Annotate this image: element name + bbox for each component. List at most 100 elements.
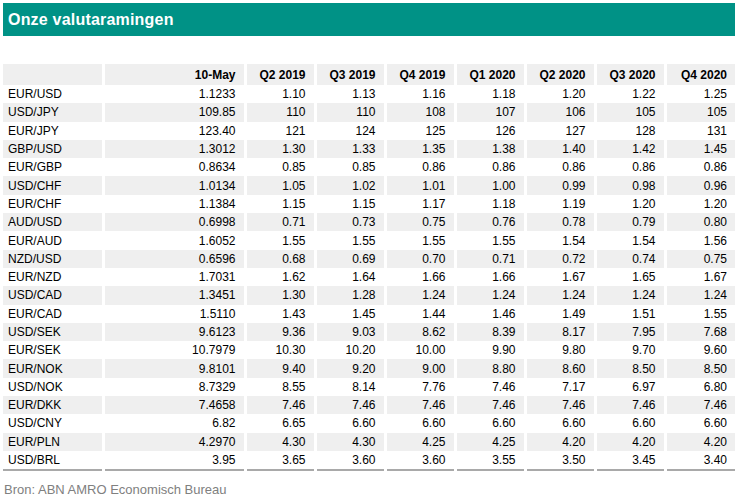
forecast-value: 9.20	[315, 359, 385, 377]
currency-pair-label: EUR/CHF	[3, 195, 103, 213]
forecast-value: 7.17	[525, 378, 595, 396]
forecast-value: 8.50	[665, 359, 735, 377]
forecast-value: 1.20	[525, 85, 595, 103]
forecast-value: 10.00	[385, 341, 455, 359]
forecast-value: 4.25	[385, 433, 455, 451]
forecast-value: 8.39	[455, 323, 525, 341]
forecast-value: 6.60	[665, 414, 735, 432]
forecast-value: 0.72	[525, 250, 595, 268]
forecast-value: 6.65	[245, 414, 315, 432]
currency-pair-label: EUR/AUD	[3, 231, 103, 249]
forecast-value: 1.20	[595, 195, 665, 213]
forecast-value: 0.78	[525, 213, 595, 231]
forecast-value: 1.55	[385, 231, 455, 249]
forecast-value: 10.7979	[103, 341, 245, 359]
forecast-value: 1.10	[245, 85, 315, 103]
forecast-value: 1.02	[315, 176, 385, 194]
table-row: USD/JPY109.85110110108107106105105	[3, 103, 735, 121]
table-row: EUR/CHF1.13841.151.151.171.181.191.201.2…	[3, 195, 735, 213]
forecast-value: 9.8101	[103, 359, 245, 377]
table-row: EUR/AUD1.60521.551.551.551.551.541.541.5…	[3, 231, 735, 249]
forecast-value: 1.42	[595, 140, 665, 158]
table-row: EUR/JPY123.40121124125126127128131	[3, 122, 735, 140]
source-note: Bron: ABN AMRO Economisch Bureau	[4, 482, 227, 497]
forecast-value: 0.85	[245, 158, 315, 176]
forecast-value: 1.05	[245, 176, 315, 194]
forecast-value: 0.73	[315, 213, 385, 231]
forecast-value: 6.60	[385, 414, 455, 432]
column-header: Q2 2020	[525, 64, 595, 85]
forecast-value: 1.24	[385, 286, 455, 304]
table-row: NZD/USD0.65960.680.690.700.710.720.740.7…	[3, 250, 735, 268]
forecast-value: 4.30	[245, 433, 315, 451]
currency-pair-label: USD/CNY	[3, 414, 103, 432]
forecast-value: 1.3012	[103, 140, 245, 158]
forecast-value: 9.36	[245, 323, 315, 341]
forecast-value: 1.43	[245, 305, 315, 323]
forecast-value: 8.80	[455, 359, 525, 377]
forecast-value: 126	[455, 122, 525, 140]
forecast-value: 4.25	[455, 433, 525, 451]
forecast-value: 110	[315, 103, 385, 121]
forecast-value: 0.75	[665, 250, 735, 268]
forecast-value: 9.6123	[103, 323, 245, 341]
forecast-value: 7.46	[455, 378, 525, 396]
table-header-row: 10-MayQ2 2019Q3 2019Q4 2019Q1 2020Q2 202…	[3, 64, 735, 85]
forecast-value: 1.13	[315, 85, 385, 103]
currency-pair-label: USD/SEK	[3, 323, 103, 341]
table-row: EUR/GBP0.86340.850.850.860.860.860.860.8…	[3, 158, 735, 176]
forecast-value: 9.40	[245, 359, 315, 377]
forecast-value: 6.82	[103, 414, 245, 432]
table-row: USD/NOK8.73298.558.147.767.467.176.976.8…	[3, 378, 735, 396]
forecast-value: 8.60	[525, 359, 595, 377]
section-title-bar: Onze valutaramingen	[3, 3, 735, 36]
forecast-value: 0.86	[525, 158, 595, 176]
forecast-value: 6.97	[595, 378, 665, 396]
forecast-value: 8.50	[595, 359, 665, 377]
forecast-value: 1.25	[665, 85, 735, 103]
forecast-value: 0.99	[525, 176, 595, 194]
column-header: 10-May	[103, 64, 245, 85]
table-row: EUR/PLN4.29704.304.304.254.254.204.204.2…	[3, 433, 735, 451]
forecast-value: 0.71	[455, 250, 525, 268]
forecast-value: 1.18	[455, 85, 525, 103]
forecast-value: 4.2970	[103, 433, 245, 451]
forecast-value: 1.6052	[103, 231, 245, 249]
forecast-value: 9.60	[665, 341, 735, 359]
forecast-value: 6.80	[665, 378, 735, 396]
forecast-value: 7.4658	[103, 396, 245, 414]
currency-pair-label: EUR/DKK	[3, 396, 103, 414]
table-row: EUR/USD1.12331.101.131.161.181.201.221.2…	[3, 85, 735, 103]
table-row: GBP/USD1.30121.301.331.351.381.401.421.4…	[3, 140, 735, 158]
forecast-value: 8.62	[385, 323, 455, 341]
forecast-value: 6.60	[525, 414, 595, 432]
table-row: USD/CHF1.01341.051.021.011.000.990.980.9…	[3, 176, 735, 194]
forecast-value: 1.55	[315, 231, 385, 249]
forecast-value: 7.46	[525, 396, 595, 414]
forecast-value: 1.24	[525, 286, 595, 304]
forecast-value: 1.16	[385, 85, 455, 103]
forecast-value: 3.40	[665, 451, 735, 470]
column-header: Q4 2020	[665, 64, 735, 85]
currency-pair-label: EUR/GBP	[3, 158, 103, 176]
table-row: EUR/NZD1.70311.621.641.661.661.671.651.6…	[3, 268, 735, 286]
currency-pair-label: EUR/NZD	[3, 268, 103, 286]
table-row: USD/BRL3.953.653.603.603.553.503.453.40	[3, 451, 735, 470]
forecast-value: 0.79	[595, 213, 665, 231]
table-row: AUD/USD0.69980.710.730.750.760.780.790.8…	[3, 213, 735, 231]
forecast-value: 1.30	[245, 286, 315, 304]
forecast-value: 1.3451	[103, 286, 245, 304]
forecast-value: 131	[665, 122, 735, 140]
forecast-value: 127	[525, 122, 595, 140]
forecast-value: 1.20	[665, 195, 735, 213]
forecast-value: 1.17	[385, 195, 455, 213]
forecast-value: 1.18	[455, 195, 525, 213]
forecast-value: 4.20	[525, 433, 595, 451]
forecast-value: 3.45	[595, 451, 665, 470]
forecast-value: 1.7031	[103, 268, 245, 286]
forecast-value: 1.45	[315, 305, 385, 323]
forecast-value: 1.45	[665, 140, 735, 158]
forecast-value: 4.30	[315, 433, 385, 451]
forecast-value: 8.7329	[103, 378, 245, 396]
forecast-value: 1.24	[665, 286, 735, 304]
